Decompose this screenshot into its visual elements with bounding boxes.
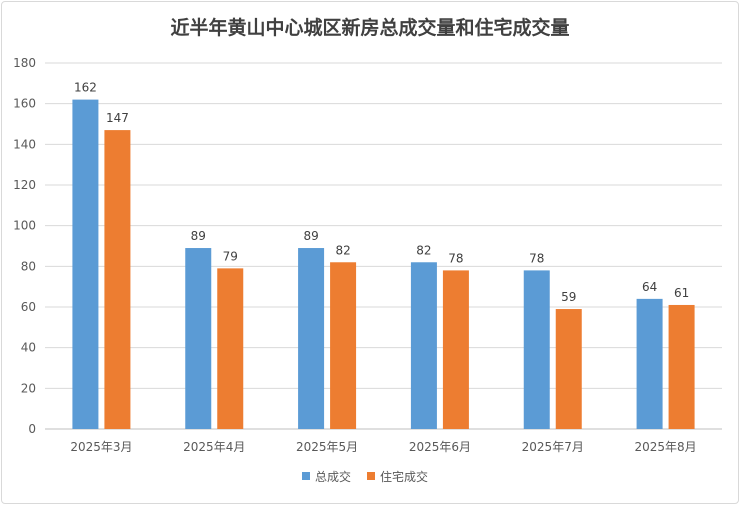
y-tick-label: 80 <box>21 259 36 273</box>
data-label: 162 <box>74 81 97 95</box>
data-label: 64 <box>642 280 657 294</box>
data-label: 79 <box>223 249 238 263</box>
data-label: 82 <box>416 243 431 257</box>
bar <box>217 268 244 429</box>
bar <box>636 298 663 429</box>
bar <box>104 130 131 429</box>
legend-label: 住宅成交 <box>380 469 428 484</box>
x-axis-ticks: 2025年3月 2025年4月 2025年5月 2025年6月 2025年7月 2025年… <box>70 440 696 454</box>
bar <box>185 248 212 429</box>
y-tick-label: 160 <box>13 97 36 111</box>
data-label: 78 <box>529 251 544 265</box>
x-tick-label: 2025年4月 <box>183 440 245 454</box>
data-label: 59 <box>561 290 576 304</box>
data-label: 61 <box>674 286 689 300</box>
y-tick-label: 180 <box>13 56 36 70</box>
y-tick-label: 40 <box>21 341 36 355</box>
x-tick-label: 2025年5月 <box>296 440 358 454</box>
bar <box>298 248 325 429</box>
legend-swatch <box>302 472 310 480</box>
gridlines <box>45 62 722 430</box>
data-label: 89 <box>303 229 318 243</box>
chart-title: 近半年黄山中心城区新房总成交量和住宅成交量 <box>170 16 569 39</box>
bars <box>72 99 695 429</box>
x-tick-label: 2025年7月 <box>522 440 584 454</box>
bar <box>668 304 695 429</box>
y-tick-label: 0 <box>28 422 36 436</box>
data-label: 89 <box>191 229 206 243</box>
x-tick-label: 2025年6月 <box>409 440 471 454</box>
bar <box>410 262 437 429</box>
legend-swatch <box>367 472 375 480</box>
bar <box>555 309 582 429</box>
bar <box>330 262 357 429</box>
data-labels: 162 147 89 79 89 82 82 78 78 59 64 61 <box>74 81 689 304</box>
x-tick-label: 2025年8月 <box>634 440 696 454</box>
y-tick-label: 120 <box>13 178 36 192</box>
y-tick-label: 140 <box>13 137 36 151</box>
data-label: 82 <box>335 243 350 257</box>
bar <box>523 270 550 429</box>
legend-label: 总成交 <box>315 469 351 484</box>
bar <box>442 270 469 429</box>
data-label: 147 <box>106 111 129 125</box>
y-axis-ticks: 0 20 40 60 80 100 120 140 160 180 <box>13 56 36 436</box>
data-label: 78 <box>448 251 463 265</box>
y-tick-label: 100 <box>13 219 36 233</box>
legend: 总成交 住宅成交 <box>302 469 428 484</box>
y-tick-label: 20 <box>21 381 36 395</box>
bar <box>72 99 99 429</box>
x-tick-label: 2025年3月 <box>70 440 132 454</box>
y-tick-label: 60 <box>21 300 36 314</box>
